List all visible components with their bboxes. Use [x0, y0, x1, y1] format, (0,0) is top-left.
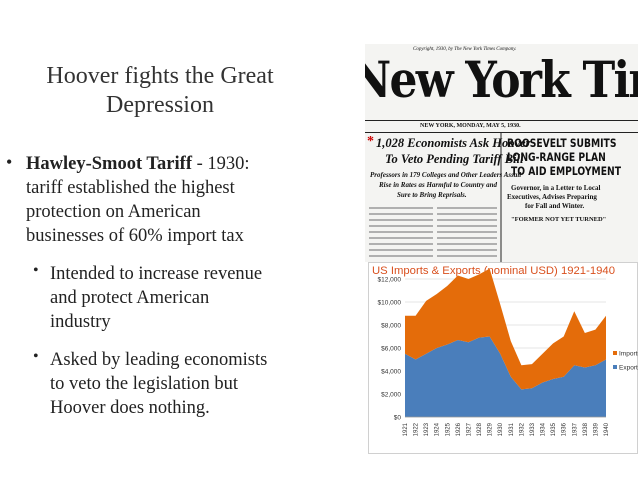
- bullet-text: - 1930:: [196, 154, 250, 174]
- legend-swatch: [613, 365, 617, 369]
- subhead: Executives, Advises Preparing: [507, 193, 597, 201]
- bullet-line: tariff established the highest: [26, 178, 235, 198]
- x-tick-label: 1928: [477, 422, 483, 436]
- x-tick-label: 1924: [435, 422, 441, 436]
- y-tick-label: $12,000: [378, 277, 402, 284]
- y-tick-label: $2,000: [381, 392, 401, 399]
- legend-label: Imports: [619, 351, 638, 358]
- bullet-term: Hawley-Smoot Tariff: [26, 154, 192, 174]
- y-tick-label: $4,000: [381, 369, 401, 376]
- legend-label: Exports: [619, 365, 638, 372]
- masthead: New York Times: [365, 50, 638, 109]
- sub-bullet-line: Asked by leading economists: [50, 350, 268, 370]
- x-tick-label: 1939: [593, 422, 599, 436]
- subhead: Governor, in a Letter to Local: [511, 184, 601, 192]
- area: [405, 268, 606, 390]
- bullet-line: protection on American: [26, 202, 201, 222]
- x-tick-label: 1922: [414, 422, 420, 436]
- y-tick-label: $6,000: [381, 346, 401, 353]
- chart: US Imports & Exports (nominal USD) 1921-…: [368, 262, 638, 454]
- bullet-dot: •: [6, 152, 13, 172]
- x-tick-label: 1932: [519, 422, 525, 436]
- y-tick-label: $8,000: [381, 323, 401, 330]
- slide-title: Hoover fights the Great Depression: [46, 63, 274, 118]
- sub-bullet-line: Intended to increase revenue: [50, 264, 263, 284]
- x-tick-label: 1937: [572, 422, 578, 436]
- headline: ROOSEVELT SUBMITS: [507, 136, 617, 150]
- headline: TO AID EMPLOYMENT: [511, 164, 621, 178]
- subhead: Professors in 179 Colleges and Other Lea…: [370, 171, 522, 179]
- x-tick-label: 1921: [403, 422, 409, 436]
- x-tick-label: 1938: [583, 422, 589, 436]
- y-tick-label: $0: [394, 415, 402, 422]
- legend-swatch: [613, 351, 617, 355]
- x-tick-label: 1926: [456, 422, 462, 436]
- headline: LONG-RANGE PLAN: [507, 150, 606, 164]
- sub-bullet-line: and protect American: [50, 288, 210, 308]
- mark: *: [367, 134, 374, 149]
- sub-bullet-dot: •: [33, 348, 39, 365]
- x-tick-label: 1940: [604, 422, 610, 436]
- headline: To Veto Pending Tariff Bill: [385, 152, 524, 166]
- sub-bullet-dot: •: [33, 262, 39, 279]
- dateline: NEW YORK, MONDAY, MAY 5, 1930.: [420, 123, 521, 129]
- x-tick-label: 1934: [541, 422, 547, 436]
- x-tick-label: 1923: [424, 422, 430, 436]
- x-tick-label: 1936: [562, 422, 568, 436]
- newspaper-clipping: Copyright, 1930, by The New York Times C…: [365, 44, 638, 262]
- x-tick-label: 1931: [509, 422, 515, 436]
- sub-bullet-line: industry: [50, 312, 111, 332]
- rule: [365, 120, 638, 121]
- x-tick-label: 1929: [488, 422, 494, 436]
- sub-bullet-line: to veto the legislation but: [50, 374, 239, 394]
- x-tick-label: 1933: [530, 422, 536, 436]
- subhead: Rise in Rates as Harmful to Country and: [379, 181, 498, 189]
- bullet-line: businesses of 60% import tax: [26, 226, 244, 246]
- bullet-line: Hawley-Smoot Tariff - 1930:: [26, 152, 250, 176]
- headline: 1,028 Economists Ask Hoover: [376, 136, 531, 150]
- area: [405, 336, 606, 417]
- subhead: Sure to Bring Reprisals.: [397, 191, 467, 199]
- copyright: Copyright, 1930, by The New York Times C…: [413, 47, 517, 52]
- x-tick-label: 1930: [498, 422, 504, 436]
- x-tick-label: 1925: [445, 422, 451, 436]
- kicker: "FORMER NOT YET TURNED": [511, 216, 607, 223]
- x-tick-label: 1935: [551, 422, 557, 436]
- x-tick-label: 1927: [466, 422, 472, 436]
- sub-bullet-line: Hoover does nothing.: [50, 398, 210, 418]
- subhead: for Fall and Winter.: [525, 202, 585, 210]
- y-tick-label: $10,000: [378, 300, 402, 307]
- body-text-lines: [369, 132, 502, 262]
- chart-title: US Imports & Exports (nominal USD) 1921-…: [372, 265, 615, 277]
